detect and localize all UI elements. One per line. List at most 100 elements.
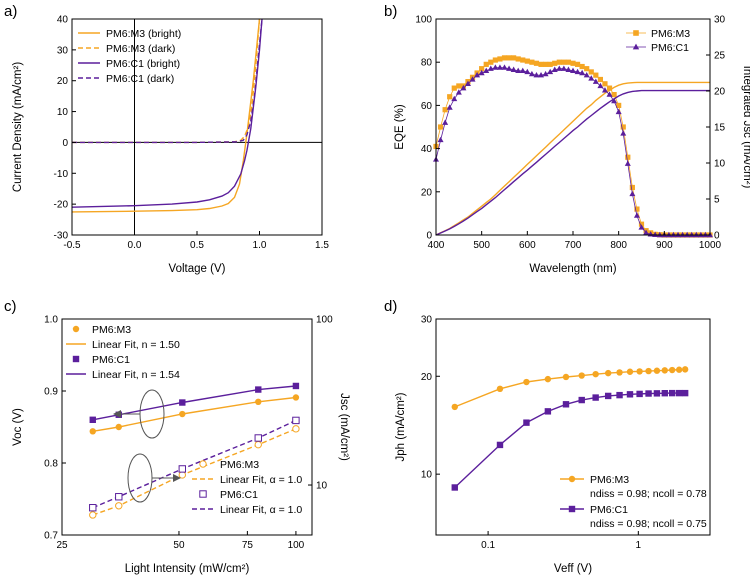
legend-d: PM6:M3 ndiss = 0.98; ncoll = 0.78 PM6:C1 nd… — [560, 474, 707, 530]
eqe-point-0-45 — [638, 221, 645, 227]
jph-point-1-5 — [578, 396, 585, 404]
jph-point-1-11 — [645, 390, 652, 397]
legend-label-1: PM6:M3 (dark) — [106, 43, 175, 55]
panel-b: b) 400 500 600 700 800 900 1000020406080100051… — [384, 3, 750, 275]
eqe-point-0-40 — [616, 102, 622, 108]
eqe-point-1-26 — [551, 66, 558, 72]
jph-point-0-4 — [562, 373, 570, 381]
eqe-point-0-16 — [506, 55, 512, 61]
panel-label-d: d) — [384, 298, 397, 315]
eqe-point-1-48 — [652, 231, 659, 237]
eqe-point-1-17 — [510, 66, 517, 72]
fit-line-1 — [92, 385, 296, 421]
eqe-point-1-34 — [588, 75, 595, 81]
eqe-point-1-16 — [506, 65, 513, 71]
eqe-point-0-44 — [634, 206, 640, 212]
eqe-point-1-29 — [565, 66, 572, 72]
eqe-point-1-32 — [579, 69, 586, 76]
jph-point-0-12 — [653, 367, 661, 374]
y2-tick-c-1: 100 — [316, 315, 333, 326]
eqe-point-1-6 — [460, 84, 467, 91]
eqe-point-1-45 — [638, 224, 645, 230]
eqe-point-1-19 — [519, 67, 526, 74]
jph-point-1-14 — [668, 389, 676, 397]
eqe-line-0 — [435, 57, 710, 236]
jph-line-0 — [454, 368, 686, 408]
eqe-point-0-2 — [442, 107, 448, 113]
legend-marker-4 — [199, 460, 207, 468]
eqe-point-0-33 — [584, 66, 590, 72]
legend-label-6: PM6:C1 — [220, 489, 258, 501]
panel-d: d) 0.1 1 10 20 30 Veff (V) Jph (mA/cm²) PM6:… — [384, 298, 711, 575]
eqe-point-1-15 — [501, 64, 508, 70]
eqe-point-0-26 — [552, 60, 558, 66]
eqe-point-1-40 — [615, 108, 622, 115]
legend-label-2: PM6:C1 — [590, 504, 628, 516]
data-point-1-4 — [292, 382, 300, 390]
x-tick-d-0: 0.1 — [481, 540, 495, 551]
data-point-0-3 — [255, 398, 262, 405]
y-axis-label-b: EQE (%) — [394, 104, 406, 150]
legend-label-3: Linear Fit, n = 1.54 — [92, 369, 180, 381]
x-tick-b-6: 1000 — [699, 240, 722, 251]
x-tick-b-0: 400 — [428, 240, 445, 251]
jph-point-1-13 — [661, 389, 668, 397]
eqe-point-0-38 — [606, 85, 613, 91]
jph-point-0-0 — [451, 403, 458, 411]
y2-tick-b-5: 25 — [714, 51, 726, 62]
x-tick-c-0: 25 — [56, 540, 68, 551]
legend-label-1: Linear Fit, n = 1.50 — [92, 339, 180, 351]
x-tick-a-3: 1.0 — [253, 240, 267, 251]
series-group-a — [72, 19, 263, 213]
jph-point-1-4 — [562, 401, 570, 408]
eqe-point-0-13 — [492, 57, 498, 63]
x-axis-label-a: Voltage (V) — [169, 263, 226, 275]
data-point-2-3 — [254, 440, 262, 449]
y-tick-b-2: 40 — [421, 144, 433, 155]
y-tick-a-1: -20 — [54, 200, 69, 211]
jph-point-1-2 — [523, 419, 530, 426]
y-axis-label-d: Jph (mA/cm²) — [395, 392, 407, 461]
eqe-point-0-41 — [620, 124, 626, 130]
y-tick-c-0: 0.7 — [44, 531, 58, 542]
legend-marker-0 — [633, 30, 639, 36]
intensity-plot: 25 50 75 100 0.7 0.8 0.9 1.0 10 100 — [44, 315, 333, 552]
eqe-point-0-35 — [593, 72, 599, 78]
eqe-point-0-42 — [625, 154, 631, 160]
legend-marker-6 — [199, 490, 207, 498]
x-tick-c-1: 50 — [173, 540, 185, 551]
eqe-point-0-11 — [483, 61, 489, 67]
jph-point-0-5 — [578, 372, 585, 379]
plot-frame-b — [435, 18, 711, 236]
eqe-point-1-43 — [629, 190, 636, 197]
legend-label-4: PM6:M3 — [220, 459, 259, 471]
jph-point-1-0 — [451, 484, 458, 491]
y-axis-label-c: Voc (V) — [12, 408, 24, 446]
x-tick-d-1: 1 — [636, 540, 642, 551]
x-tick-a-4: 1.5 — [315, 240, 329, 251]
eqe-point-0-36 — [597, 76, 603, 83]
jph-point-0-3 — [544, 375, 552, 383]
eqe-point-1-24 — [542, 70, 549, 77]
eqe-point-1-31 — [574, 68, 581, 75]
panel-label-b: b) — [384, 3, 397, 20]
jph-point-1-10 — [636, 390, 643, 398]
legend-marker-0 — [72, 325, 80, 333]
x-tick-a-0: -0.5 — [63, 240, 81, 251]
eqe-point-1-20 — [524, 68, 531, 75]
legend-label-1: ndiss = 0.98; ncoll = 0.78 — [590, 488, 707, 500]
y2-tick-b-4: 20 — [714, 87, 726, 98]
eqe-point-1-13 — [492, 64, 499, 70]
jph-point-0-2 — [523, 378, 530, 386]
jsc-line-1 — [435, 89, 710, 236]
jph-point-1-16 — [681, 389, 689, 397]
legend-label-1: PM6:C1 — [651, 42, 689, 54]
eqe-point-0-39 — [611, 92, 617, 98]
eqe-point-1-46 — [643, 229, 650, 236]
eqe-point-1-30 — [570, 67, 576, 74]
data-point-3-3 — [254, 434, 262, 442]
voc-arrowhead-icon — [113, 410, 121, 418]
jph-point-1-8 — [616, 391, 623, 399]
y-tick-b-1: 20 — [421, 187, 433, 198]
eqe-point-0-32 — [579, 63, 585, 70]
